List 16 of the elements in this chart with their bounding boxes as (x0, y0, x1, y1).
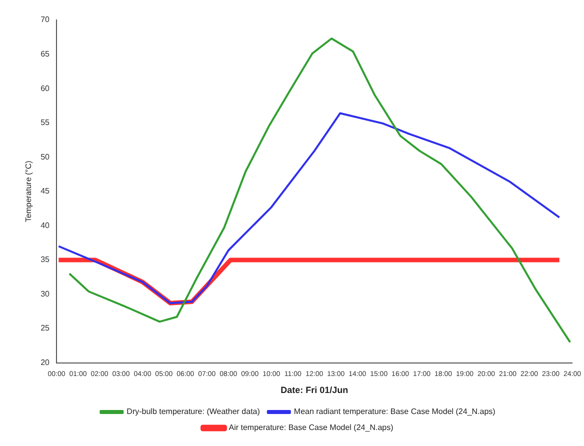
y-tick-label: 50 (40, 152, 50, 162)
y-tick-label: 25 (40, 324, 50, 333)
y-tick-label: 20 (40, 358, 50, 368)
legend-label: Air temperature: Base Case Model (24_N.aps) (228, 423, 394, 432)
y-axis-title: Temperature (°C) (24, 160, 34, 222)
y-tick-label: 70 (40, 15, 50, 24)
y-tick-label: 55 (40, 118, 50, 128)
x-axis-title: Date: Fri 01/Jun (280, 385, 348, 396)
y-tick-label: 40 (40, 220, 50, 230)
y-tick-label: 30 (40, 289, 50, 298)
y-tick-label: 60 (40, 84, 50, 93)
legend-label: Dry-bulb temperature: (Weather data) (126, 407, 260, 416)
y-tick-label: 35 (40, 255, 50, 264)
legend-label: Mean radiant temperature: Base Case Model (24_N.aps) (294, 407, 496, 416)
y-tick-label: 65 (40, 49, 50, 58)
y-tick-label: 45 (40, 186, 50, 196)
